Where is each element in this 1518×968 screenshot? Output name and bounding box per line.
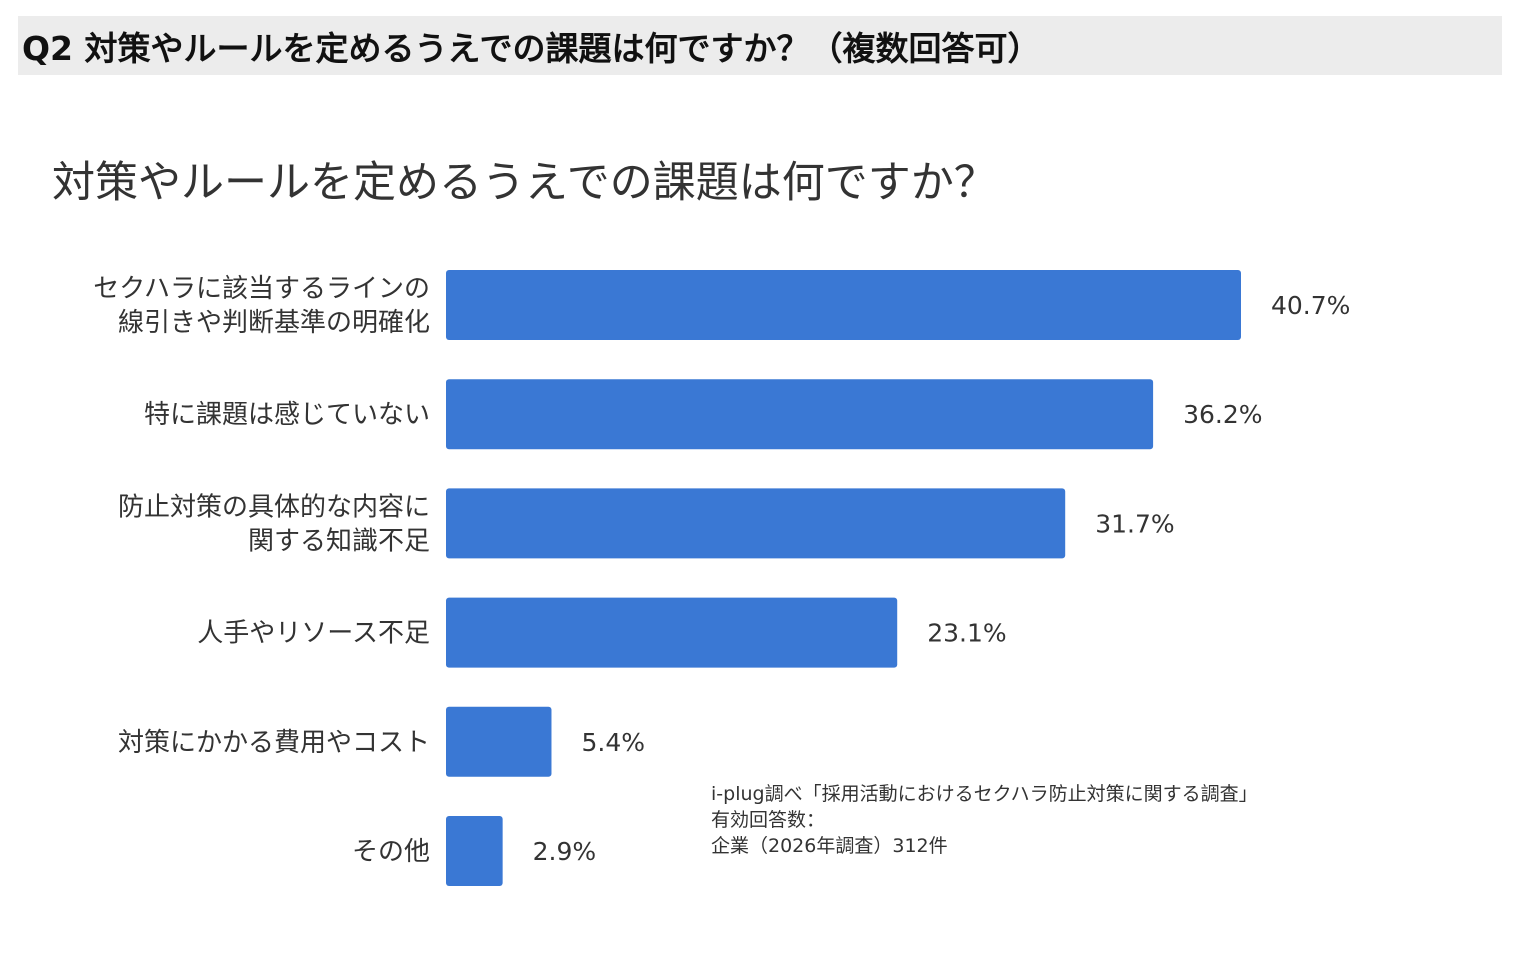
category-label: 特に課題は感じていない xyxy=(144,400,430,430)
category-label: 対策にかかる費用やコスト xyxy=(118,728,430,758)
value-label: 2.9% xyxy=(533,837,597,866)
value-label: 36.2% xyxy=(1183,400,1262,429)
category-label: 防止対策の具体的な内容に xyxy=(118,492,430,522)
chart-title: 対策やルールを定めるうえでの課題は何ですか？ xyxy=(52,158,997,208)
value-label: 23.1% xyxy=(927,619,1006,648)
source-line-2: 有効回答数： xyxy=(711,809,826,831)
category-label: 人手やリソース不足 xyxy=(197,619,430,649)
question-header: Q2 対策やルールを定めるうえでの課題は何ですか？（複数回答可） xyxy=(18,16,1502,75)
source-note: i-plug調べ「採用活動におけるセクハラ防止対策に関する調査」 有効回答数： … xyxy=(711,781,1258,859)
bar xyxy=(446,488,1066,559)
category-label: セクハラに該当するラインの xyxy=(93,274,430,304)
source-line-1: i-plug調べ「採用活動におけるセクハラ防止対策に関する調査」 xyxy=(711,783,1258,805)
category-label: 線引きや判断基準の明確化 xyxy=(118,308,430,338)
source-line-3: 企業（2026年調査）312件 xyxy=(711,835,948,857)
category-label: その他 xyxy=(352,837,430,867)
bar xyxy=(446,270,1241,340)
value-label: 31.7% xyxy=(1095,509,1174,538)
question-title: Q2 対策やルールを定めるうえでの課題は何ですか？（複数回答可） xyxy=(22,29,1041,68)
value-label: 40.7% xyxy=(1271,291,1350,320)
bar xyxy=(446,597,898,668)
category-label: 関する知識不足 xyxy=(248,526,430,556)
value-label: 5.4% xyxy=(581,728,645,757)
bar xyxy=(446,379,1154,450)
bar xyxy=(446,706,552,777)
bar xyxy=(446,816,503,886)
